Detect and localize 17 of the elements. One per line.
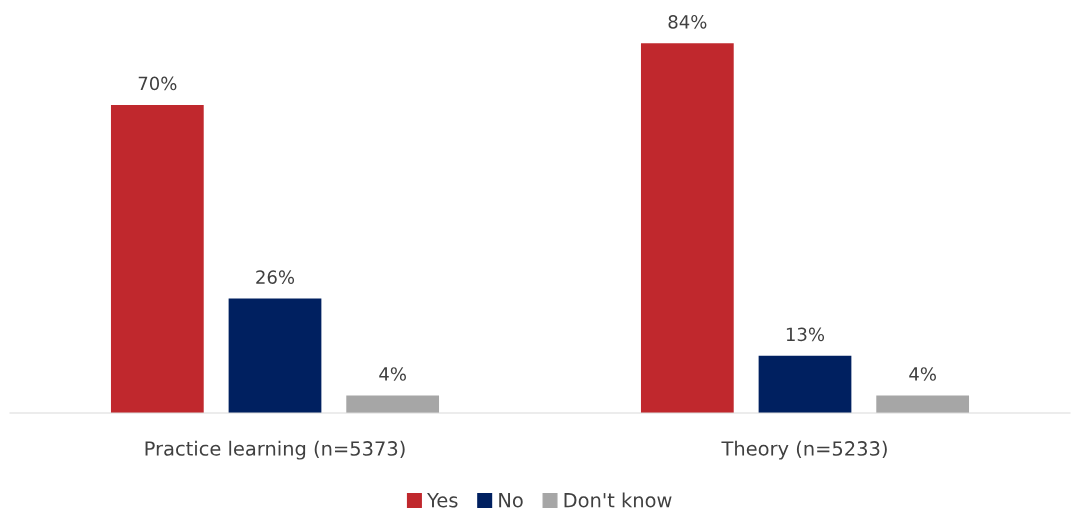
data-label: 4% [909, 367, 936, 381]
legend-label: Yes [427, 493, 458, 508]
data-label: 4% [379, 367, 406, 381]
bar [758, 355, 852, 413]
data-label: 26% [256, 270, 295, 284]
bar [876, 395, 970, 413]
bar [228, 298, 322, 413]
legend-label: Don't know [564, 492, 672, 508]
data-label: 13% [786, 327, 825, 342]
bar [640, 43, 734, 413]
x-tick-label: Practice learning (n=5373) [145, 440, 405, 460]
bar [346, 395, 440, 413]
data-label: 84% [668, 14, 707, 29]
x-tick-label: Theory (n=5233) [721, 440, 887, 460]
legend-label: No [499, 493, 523, 508]
bar [110, 104, 204, 413]
data-label: 70% [138, 76, 177, 91]
